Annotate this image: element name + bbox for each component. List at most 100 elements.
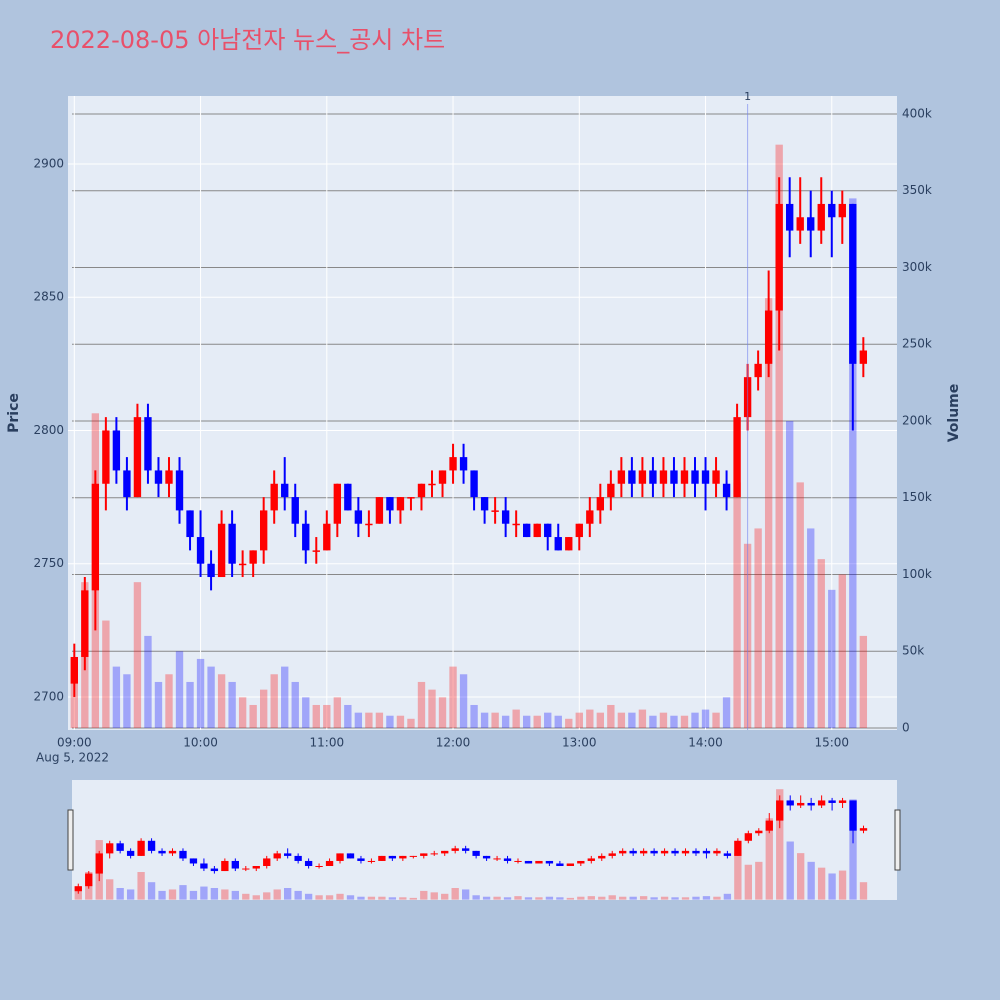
mini-candle-body [263, 858, 271, 867]
volume-bar [386, 715, 394, 729]
y2-tick-label: 150k [902, 490, 932, 504]
volume-bar [396, 715, 405, 729]
candle-body [449, 457, 457, 471]
mini-candle-body [828, 800, 836, 803]
y2-tick-label: 0 [902, 721, 910, 735]
volume-bar [123, 674, 131, 729]
mini-volume-bar [336, 893, 344, 900]
mini-volume-bar [556, 897, 564, 900]
mini-volume-bar [723, 893, 732, 900]
mini-volume-bar [629, 896, 637, 900]
mini-volume-bar [577, 896, 585, 900]
candle-body [628, 470, 636, 484]
mini-candle-body [807, 802, 815, 806]
volume-bar [838, 574, 846, 729]
candle-body [828, 203, 836, 218]
volume-bar [712, 712, 720, 729]
mini-candle-body [409, 855, 417, 857]
mini-volume-bar [168, 889, 177, 900]
mini-candle-body [681, 850, 690, 854]
y2-tick-label: 200k [902, 413, 932, 427]
volume-bar [270, 674, 278, 729]
x-tick-label: 11:00 [310, 736, 345, 750]
mini-candle-body [137, 840, 145, 856]
candle-body [754, 363, 762, 378]
candle-body [807, 217, 815, 231]
mini-candle-body [451, 848, 459, 851]
y2-tick-label: 100k [902, 567, 932, 581]
volume-bar [428, 689, 436, 729]
y2-tick-label: 50k [902, 644, 924, 658]
mini-candle-body [388, 855, 397, 859]
mini-volume-bar [430, 892, 438, 900]
mini-candle-body [252, 866, 260, 869]
y2-axis-title: Volume [946, 384, 962, 443]
candle-body [638, 470, 647, 484]
mini-candle-body [755, 830, 763, 834]
mini-volume-bar [200, 886, 208, 900]
candle-body [196, 537, 205, 564]
mini-volume-bar [503, 897, 512, 900]
mini-volume-bar [545, 896, 554, 900]
mini-candle-body [430, 853, 438, 855]
mini-volume-bar [126, 889, 135, 900]
mini-candle-body [168, 850, 177, 854]
mini-volume-bar [734, 853, 742, 900]
volume-bar [133, 582, 142, 729]
mini-volume-bar [765, 818, 773, 900]
volume-bar [859, 635, 868, 729]
mini-volume-bar [273, 889, 281, 900]
volume-bar [154, 681, 163, 729]
chart-title: 2022-08-05 아남전자 뉴스_공시 차트 [50, 26, 445, 54]
candle-body [217, 523, 226, 578]
candle-body [407, 497, 415, 499]
volume-bar [764, 298, 773, 729]
range-slider[interactable] [72, 780, 897, 900]
mini-candle-body [357, 858, 365, 861]
mini-candle-body [304, 860, 313, 867]
candle-body [428, 483, 436, 486]
candle-body [91, 483, 100, 591]
annotation-label: 1 [744, 90, 751, 103]
mini-volume-bar [189, 890, 198, 900]
volume-bar [365, 712, 373, 729]
mini-volume-bar [252, 895, 260, 900]
candle-body [775, 203, 783, 311]
mini-volume-bar [420, 890, 428, 900]
volume-bar [512, 709, 520, 729]
volume-bar [670, 715, 678, 729]
candle-body [470, 470, 478, 498]
candle-body [512, 523, 520, 526]
mini-volume-bar [367, 896, 376, 900]
candle-body [838, 203, 846, 218]
mini-volume-bar [294, 890, 302, 900]
volume-bar [407, 718, 415, 729]
candle-body [691, 470, 699, 484]
mini-candle-body [639, 850, 648, 854]
mini-candle-body [859, 828, 868, 831]
mini-volume-bar [608, 895, 616, 900]
mini-candle-body [608, 853, 616, 856]
mini-volume-bar [315, 895, 323, 900]
mini-volume-bar [587, 896, 595, 900]
mini-volume-bar [692, 896, 700, 900]
volume-bar [449, 666, 457, 729]
candle-body [365, 523, 373, 526]
mini-candle-body [493, 858, 501, 860]
slider-handle[interactable] [67, 809, 74, 871]
mini-volume-bar [598, 896, 606, 900]
mini-volume-bar [461, 889, 470, 900]
candle-body [501, 510, 510, 524]
volume-bar [281, 666, 289, 729]
volume-bar [523, 715, 531, 729]
mini-candle-body [95, 853, 103, 874]
slider-handle[interactable] [894, 809, 901, 871]
candle-body [238, 563, 247, 566]
mini-volume-bar [639, 896, 648, 900]
mini-candle-body [660, 850, 669, 854]
mini-candle-body [346, 853, 355, 859]
candle-body [291, 497, 299, 524]
mini-volume-bar [451, 888, 459, 900]
volume-bar [144, 635, 152, 729]
